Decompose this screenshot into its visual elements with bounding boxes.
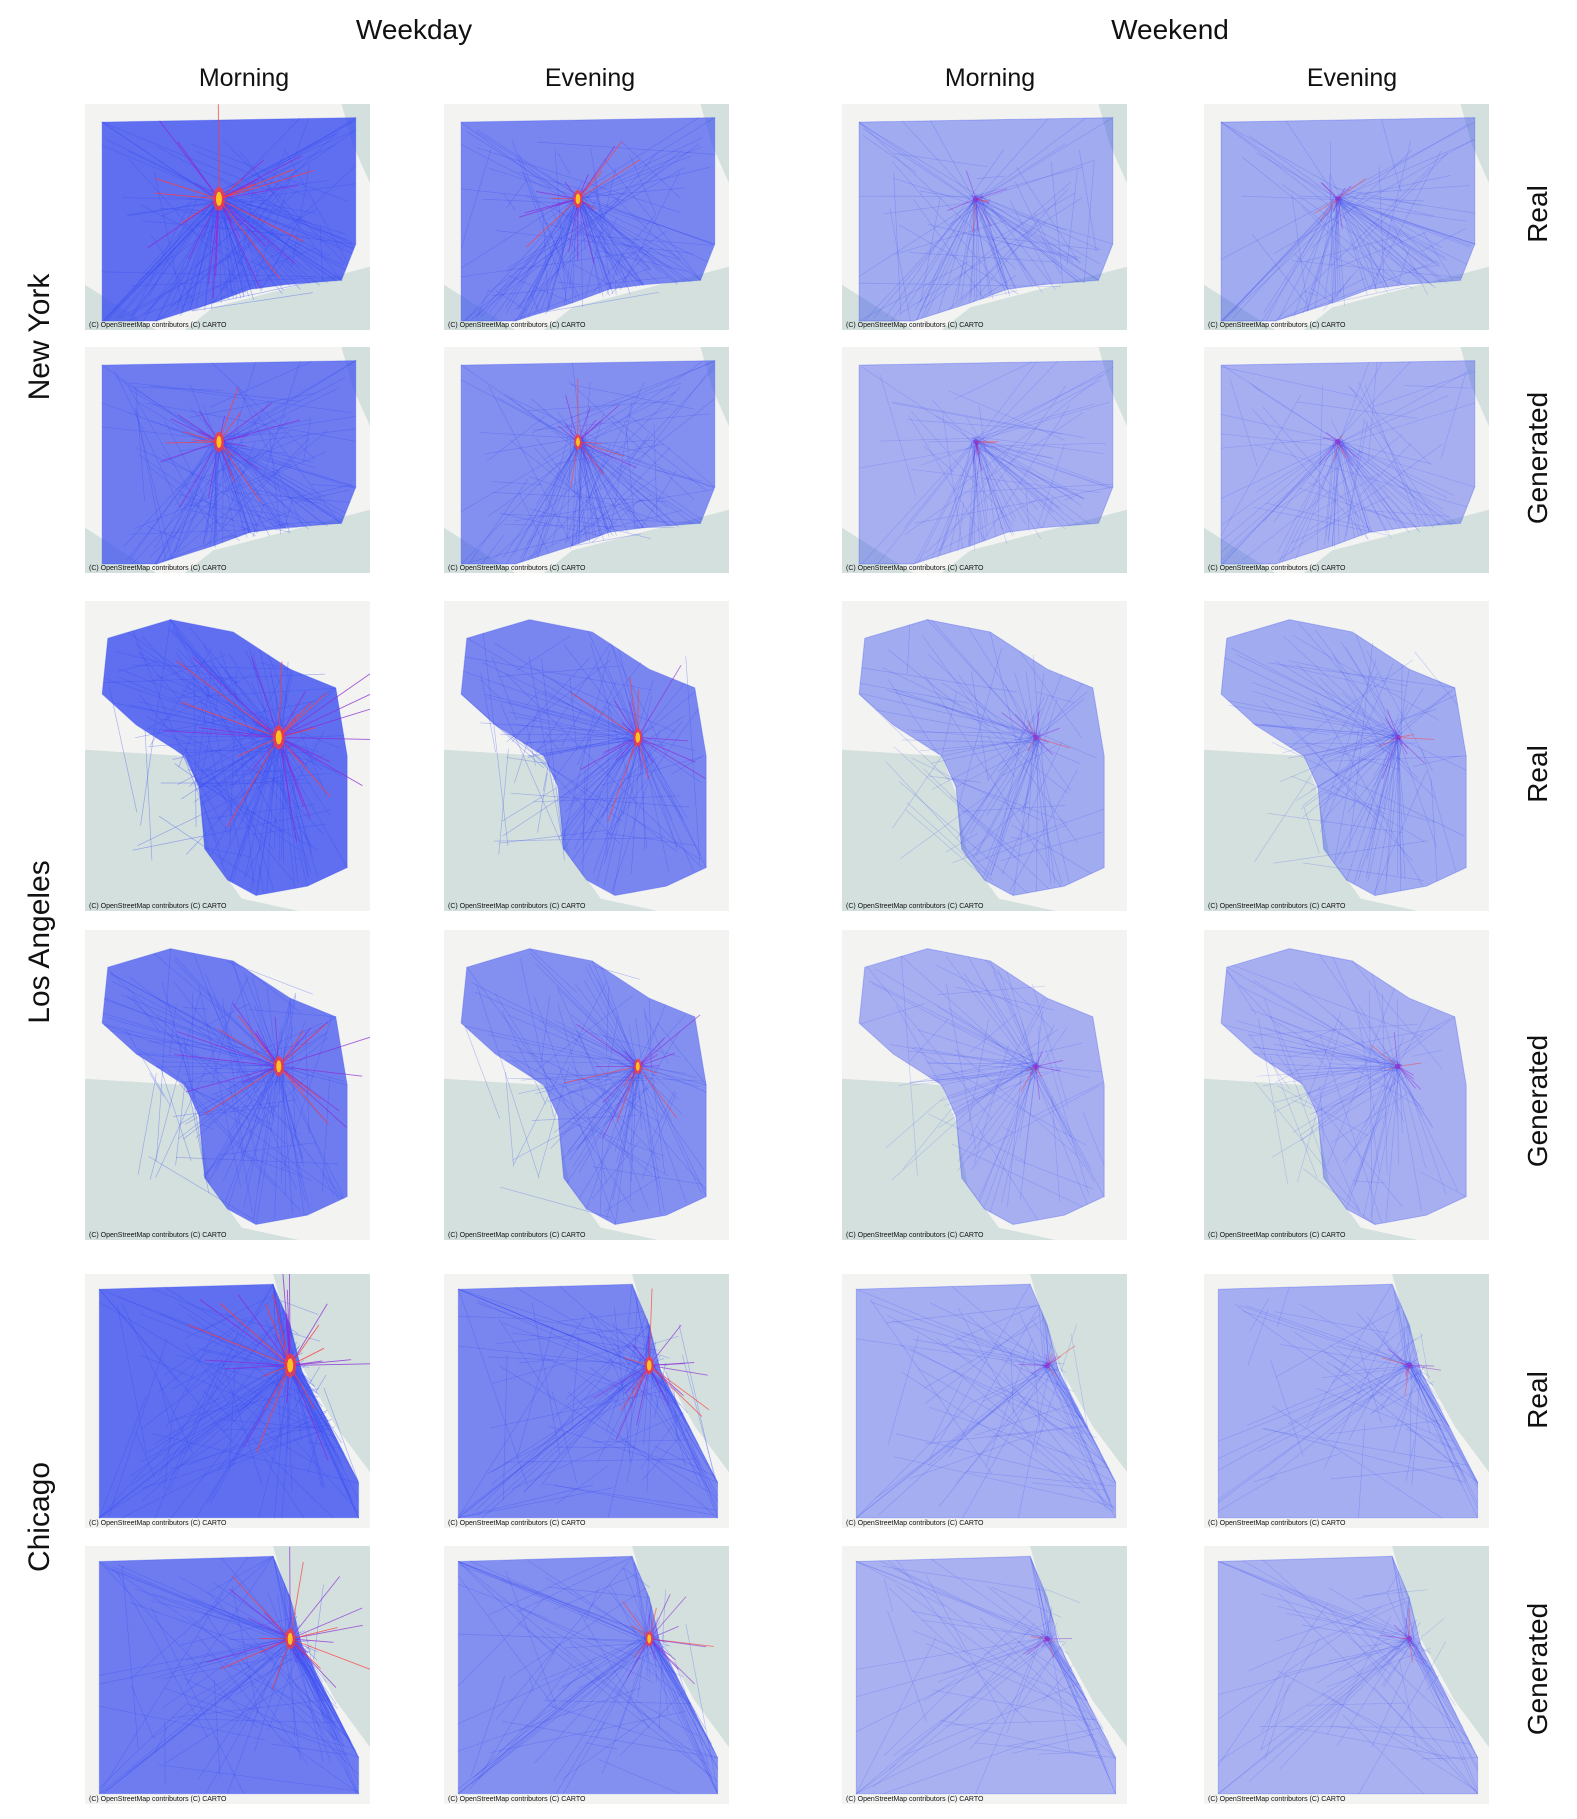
map-attribution: (C) OpenStreetMap contributors (C) CARTO xyxy=(89,1796,226,1803)
row-label-chi-generated: Generated xyxy=(1522,1519,1554,1819)
map-attribution: (C) OpenStreetMap contributors (C) CARTO xyxy=(846,322,983,329)
map-panel-la-real-wd-evening: (C) OpenStreetMap contributors (C) CARTO xyxy=(444,601,729,911)
map-panel-la-gen-we-morning: (C) OpenStreetMap contributors (C) CARTO xyxy=(842,930,1127,1240)
flow-map-ny xyxy=(85,104,370,330)
flow-map-la xyxy=(842,930,1127,1240)
map-attribution: (C) OpenStreetMap contributors (C) CARTO xyxy=(1208,1232,1345,1239)
flow-map-chi xyxy=(85,1546,370,1804)
city-label-new-york: New York xyxy=(23,137,57,537)
row-label-la-generated: Generated xyxy=(1522,951,1554,1251)
map-attribution: (C) OpenStreetMap contributors (C) CARTO xyxy=(846,1796,983,1803)
header-weekend-evening: Evening xyxy=(1207,64,1497,93)
map-attribution: (C) OpenStreetMap contributors (C) CARTO xyxy=(1208,903,1345,910)
map-panel-chi-real-wd-morning: (C) OpenStreetMap contributors (C) CARTO xyxy=(85,1274,370,1528)
flow-map-ny xyxy=(1204,347,1489,573)
map-panel-chi-gen-we-evening: (C) OpenStreetMap contributors (C) CARTO xyxy=(1204,1546,1489,1804)
row-label-ny-generated: Generated xyxy=(1522,308,1554,608)
flow-map-la xyxy=(85,601,370,911)
flow-map-chi xyxy=(842,1274,1127,1528)
flow-map-la xyxy=(85,930,370,1240)
map-attribution: (C) OpenStreetMap contributors (C) CARTO xyxy=(846,1520,983,1527)
map-attribution: (C) OpenStreetMap contributors (C) CARTO xyxy=(89,1232,226,1239)
row-label-la-real: Real xyxy=(1522,624,1554,924)
map-attribution: (C) OpenStreetMap contributors (C) CARTO xyxy=(1208,565,1345,572)
map-attribution: (C) OpenStreetMap contributors (C) CARTO xyxy=(89,1520,226,1527)
map-panel-ny-real-wd-evening: (C) OpenStreetMap contributors (C) CARTO xyxy=(444,104,729,330)
map-attribution: (C) OpenStreetMap contributors (C) CARTO xyxy=(1208,1520,1345,1527)
map-attribution: (C) OpenStreetMap contributors (C) CARTO xyxy=(448,1796,585,1803)
map-attribution: (C) OpenStreetMap contributors (C) CARTO xyxy=(1208,322,1345,329)
map-panel-chi-real-wd-evening: (C) OpenStreetMap contributors (C) CARTO xyxy=(444,1274,729,1528)
flow-map-ny xyxy=(842,104,1127,330)
map-attribution: (C) OpenStreetMap contributors (C) CARTO xyxy=(448,565,585,572)
map-attribution: (C) OpenStreetMap contributors (C) CARTO xyxy=(846,1232,983,1239)
flow-map-la xyxy=(444,930,729,1240)
map-attribution: (C) OpenStreetMap contributors (C) CARTO xyxy=(846,903,983,910)
map-panel-chi-gen-we-morning: (C) OpenStreetMap contributors (C) CARTO xyxy=(842,1546,1127,1804)
flow-map-chi xyxy=(1204,1274,1489,1528)
map-panel-la-real-wd-morning: (C) OpenStreetMap contributors (C) CARTO xyxy=(85,601,370,911)
map-panel-chi-real-we-evening: (C) OpenStreetMap contributors (C) CARTO xyxy=(1204,1274,1489,1528)
flow-map-ny xyxy=(85,347,370,573)
flow-map-ny xyxy=(444,104,729,330)
map-panel-chi-gen-wd-evening: (C) OpenStreetMap contributors (C) CARTO xyxy=(444,1546,729,1804)
flow-map-chi xyxy=(444,1546,729,1804)
map-panel-la-real-we-morning: (C) OpenStreetMap contributors (C) CARTO xyxy=(842,601,1127,911)
flow-map-chi xyxy=(444,1274,729,1528)
map-attribution: (C) OpenStreetMap contributors (C) CARTO xyxy=(448,1520,585,1527)
map-panel-ny-real-wd-morning: (C) OpenStreetMap contributors (C) CARTO xyxy=(85,104,370,330)
row-label-chi-real: Real xyxy=(1522,1250,1554,1550)
map-panel-chi-real-we-morning: (C) OpenStreetMap contributors (C) CARTO xyxy=(842,1274,1127,1528)
map-attribution: (C) OpenStreetMap contributors (C) CARTO xyxy=(89,903,226,910)
city-label-los-angeles: Los Angeles xyxy=(23,742,57,1142)
map-attribution: (C) OpenStreetMap contributors (C) CARTO xyxy=(846,565,983,572)
map-panel-ny-gen-wd-evening: (C) OpenStreetMap contributors (C) CARTO xyxy=(444,347,729,573)
flow-map-la xyxy=(1204,930,1489,1240)
flow-map-la xyxy=(444,601,729,911)
flow-map-ny xyxy=(444,347,729,573)
map-attribution: (C) OpenStreetMap contributors (C) CARTO xyxy=(448,1232,585,1239)
map-panel-la-real-we-evening: (C) OpenStreetMap contributors (C) CARTO xyxy=(1204,601,1489,911)
map-panel-la-gen-we-evening: (C) OpenStreetMap contributors (C) CARTO xyxy=(1204,930,1489,1240)
map-panel-ny-real-we-evening: (C) OpenStreetMap contributors (C) CARTO xyxy=(1204,104,1489,330)
map-panel-ny-gen-we-morning: (C) OpenStreetMap contributors (C) CARTO xyxy=(842,347,1127,573)
flow-map-ny xyxy=(1204,104,1489,330)
header-weekday-evening: Evening xyxy=(445,64,735,93)
map-attribution: (C) OpenStreetMap contributors (C) CARTO xyxy=(448,322,585,329)
map-panel-la-gen-wd-morning: (C) OpenStreetMap contributors (C) CARTO xyxy=(85,930,370,1240)
header-weekend: Weekend xyxy=(970,14,1370,46)
header-weekday-morning: Morning xyxy=(99,64,389,93)
map-panel-ny-real-we-morning: (C) OpenStreetMap contributors (C) CARTO xyxy=(842,104,1127,330)
flow-map-chi xyxy=(85,1274,370,1528)
header-weekend-morning: Morning xyxy=(845,64,1135,93)
map-panel-la-gen-wd-evening: (C) OpenStreetMap contributors (C) CARTO xyxy=(444,930,729,1240)
city-label-chicago: Chicago xyxy=(23,1317,57,1717)
flow-map-la xyxy=(1204,601,1489,911)
map-panel-ny-gen-we-evening: (C) OpenStreetMap contributors (C) CARTO xyxy=(1204,347,1489,573)
flow-map-ny xyxy=(842,347,1127,573)
flow-map-chi xyxy=(842,1546,1127,1804)
map-attribution: (C) OpenStreetMap contributors (C) CARTO xyxy=(1208,1796,1345,1803)
map-panel-ny-gen-wd-morning: (C) OpenStreetMap contributors (C) CARTO xyxy=(85,347,370,573)
flow-map-la xyxy=(842,601,1127,911)
map-attribution: (C) OpenStreetMap contributors (C) CARTO xyxy=(89,565,226,572)
map-attribution: (C) OpenStreetMap contributors (C) CARTO xyxy=(89,322,226,329)
map-panel-chi-gen-wd-morning: (C) OpenStreetMap contributors (C) CARTO xyxy=(85,1546,370,1804)
flow-map-chi xyxy=(1204,1546,1489,1804)
map-attribution: (C) OpenStreetMap contributors (C) CARTO xyxy=(448,903,585,910)
header-weekday: Weekday xyxy=(214,14,614,46)
